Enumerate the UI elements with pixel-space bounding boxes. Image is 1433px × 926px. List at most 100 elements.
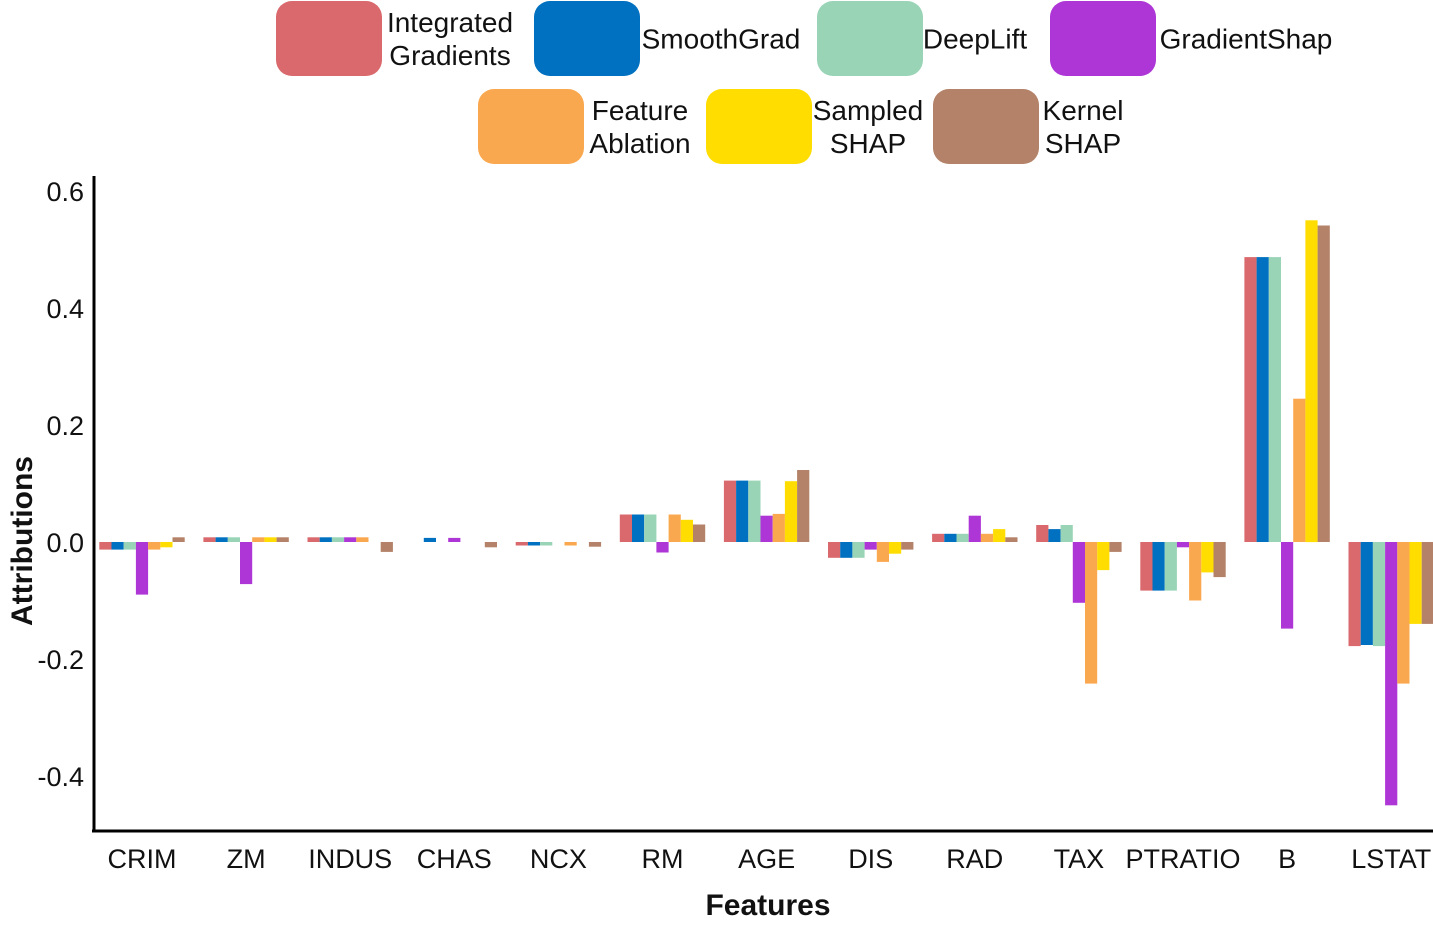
bar-dis-integrated-gradients <box>828 542 841 558</box>
bar-dis-feature-ablation <box>876 542 889 562</box>
bar-zm-feature-ablation <box>252 537 265 542</box>
legend-swatch-kernel-shap <box>933 89 1039 164</box>
bar-tax-gradientshap <box>1072 542 1085 603</box>
bar-lstat-smoothgrad <box>1360 542 1373 645</box>
bar-b-feature-ablation <box>1293 398 1306 542</box>
bar-tax-integrated-gradients <box>1036 525 1049 542</box>
bar-b-kernel-shap <box>1317 225 1330 542</box>
legend-swatch-smoothgrad <box>534 1 640 76</box>
bar-rad-smoothgrad <box>944 533 957 542</box>
bar-tax-feature-ablation <box>1085 542 1098 684</box>
bar-crim-smoothgrad <box>111 542 124 550</box>
bar-dis-sampled-shap <box>889 542 902 554</box>
legend-item-deeplift: DeepLift <box>817 1 1027 76</box>
bar-crim-sampled-shap <box>160 542 173 548</box>
bar-dis-deeplift <box>852 542 865 558</box>
bar-crim-integrated-gradients <box>99 542 112 550</box>
legend-label: Feature <box>592 95 689 126</box>
legend-swatch-sampled-shap <box>706 89 812 164</box>
y-tick-label: -0.4 <box>37 762 84 792</box>
bar-ptratio-integrated-gradients <box>1140 542 1153 591</box>
bar-age-sampled-shap <box>784 481 798 542</box>
bar-rm-kernel-shap <box>693 524 706 542</box>
bar-lstat-integrated-gradients <box>1348 542 1361 647</box>
bar-ptratio-sampled-shap <box>1201 542 1214 573</box>
bar-age-kernel-shap <box>797 470 810 542</box>
x-tick-label-age: AGE <box>738 844 795 874</box>
bar-crim-kernel-shap <box>172 537 185 542</box>
legend-label: SHAP <box>1045 128 1121 159</box>
bar-age-integrated-gradients <box>723 480 737 542</box>
bar-crim-deeplift <box>123 542 136 550</box>
bar-indus-kernel-shap <box>380 542 393 552</box>
bar-rad-gradientshap <box>968 515 981 542</box>
x-tick-label-ncx: NCX <box>530 844 587 874</box>
x-tick-label-dis: DIS <box>848 844 893 874</box>
bar-dis-gradientshap <box>864 542 877 550</box>
legend-label: SHAP <box>830 128 906 159</box>
y-tick-label: -0.2 <box>37 645 84 675</box>
bar-dis-kernel-shap <box>901 542 914 550</box>
bar-b-integrated-gradients <box>1244 257 1257 542</box>
legend-item-smoothgrad: SmoothGrad <box>534 1 800 76</box>
bar-tax-deeplift <box>1060 525 1073 542</box>
bar-age-deeplift <box>748 480 761 542</box>
bar-ptratio-smoothgrad <box>1152 542 1165 591</box>
x-tick-label-crim: CRIM <box>108 844 177 874</box>
bar-zm-smoothgrad <box>215 537 228 542</box>
bar-b-deeplift <box>1268 257 1281 542</box>
x-tick-label-lstat: LSTAT <box>1351 844 1431 874</box>
y-tick-labels: 0.6 0.4 0.2 0.0 -0.2 -0.4 <box>37 177 84 792</box>
bar-lstat-feature-ablation <box>1397 542 1410 684</box>
x-axis-title: Features <box>705 889 830 922</box>
bar-ncx-deeplift <box>540 542 553 546</box>
legend-label: Integrated <box>387 7 513 38</box>
bar-zm-sampled-shap <box>264 537 277 542</box>
legend-label: Sampled <box>813 95 924 126</box>
bar-rad-kernel-shap <box>1005 537 1018 542</box>
bar-lstat-gradientshap <box>1385 542 1398 806</box>
legend-label: Gradients <box>389 40 510 71</box>
bar-rm-sampled-shap <box>680 519 693 542</box>
bar-rm-deeplift <box>644 514 657 542</box>
bar-tax-kernel-shap <box>1109 542 1122 552</box>
legend-item-gradientshap: GradientShap <box>1050 1 1332 76</box>
y-tick-label: 0.4 <box>46 294 84 324</box>
y-tick-label: 0.6 <box>46 177 84 207</box>
legend-label: GradientShap <box>1160 24 1333 55</box>
x-tick-label-b: B <box>1278 844 1296 874</box>
bar-rm-smoothgrad <box>632 514 645 542</box>
bar-indus-gradientshap <box>344 537 357 542</box>
bar-dis-smoothgrad <box>840 542 853 558</box>
bar-rm-integrated-gradients <box>619 514 632 542</box>
legend-label: DeepLift <box>923 24 1028 55</box>
bar-ptratio-kernel-shap <box>1213 542 1226 578</box>
bar-chas-kernel-shap <box>484 542 497 548</box>
axes <box>92 176 1433 833</box>
bar-zm-gradientshap <box>240 542 253 585</box>
bar-rm-feature-ablation <box>668 514 681 542</box>
x-tick-label-chas: CHAS <box>417 844 492 874</box>
bar-ncx-feature-ablation <box>564 542 577 546</box>
bar-zm-kernel-shap <box>276 537 289 542</box>
bar-b-smoothgrad <box>1256 257 1269 542</box>
legend-swatch-deeplift <box>817 1 923 76</box>
bar-lstat-deeplift <box>1372 542 1386 647</box>
y-tick-label: 0.2 <box>46 411 84 441</box>
bar-ptratio-deeplift <box>1164 542 1177 591</box>
x-tick-label-zm: ZM <box>227 844 266 874</box>
legend-label: SmoothGrad <box>642 24 801 55</box>
bar-rad-feature-ablation <box>980 533 994 542</box>
x-tick-label-indus: INDUS <box>308 844 392 874</box>
bar-rad-sampled-shap <box>993 529 1006 542</box>
bar-chas-smoothgrad <box>423 537 436 542</box>
bar-ncx-kernel-shap <box>588 542 602 547</box>
bar-ptratio-gradientshap <box>1176 542 1190 548</box>
bar-age-feature-ablation <box>772 513 785 542</box>
x-tick-label-ptratio: PTRATIO <box>1125 844 1240 874</box>
bar-zm-deeplift <box>227 537 240 542</box>
bar-chas-gradientshap <box>448 537 461 542</box>
